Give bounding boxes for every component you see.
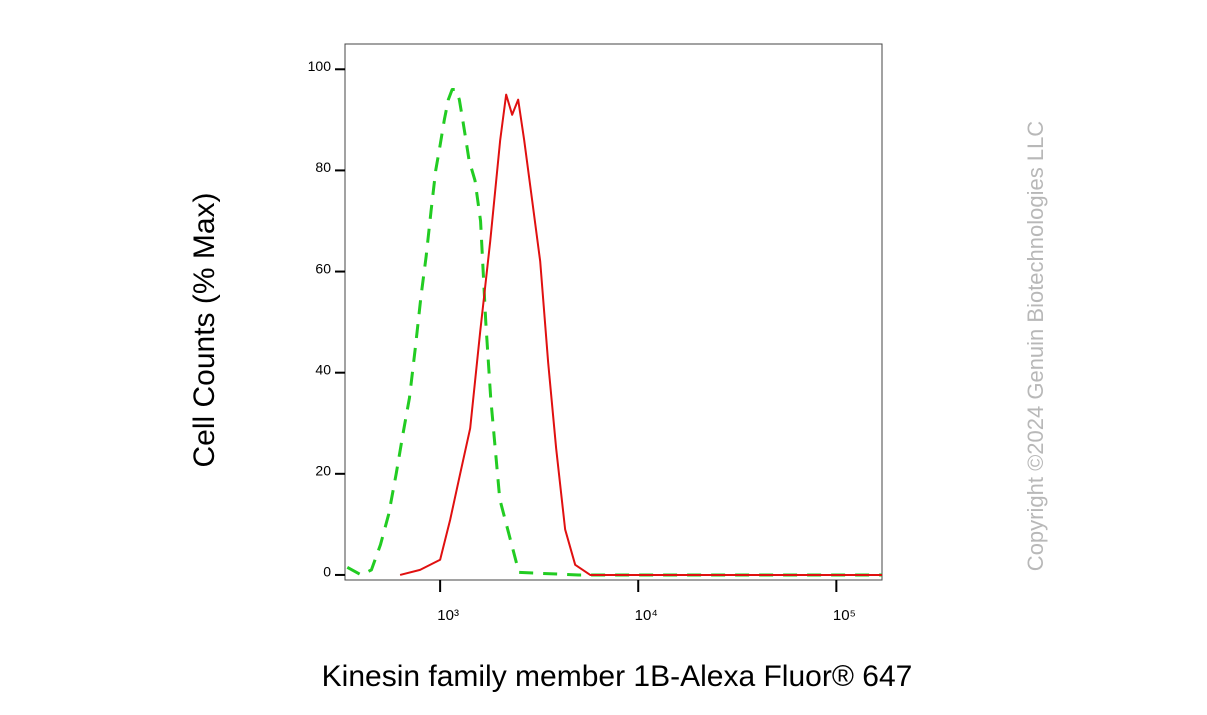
x-tick-label: 10⁵ bbox=[833, 607, 856, 624]
y-tick-label: 100 bbox=[308, 58, 332, 74]
plot-frame bbox=[344, 43, 883, 581]
x-tick-label: 10⁴ bbox=[635, 607, 658, 624]
y-tick-label: 20 bbox=[315, 463, 331, 479]
y-tick-label: 0 bbox=[323, 564, 331, 580]
copyright: Copyright ©2024 Genuin Biotechnologies L… bbox=[1023, 121, 1048, 572]
series-line bbox=[399, 93, 882, 576]
y-tick-label: 60 bbox=[315, 260, 331, 276]
y-tick-label: 80 bbox=[315, 159, 331, 175]
x-tick-label: 10³ bbox=[437, 607, 459, 624]
series-line bbox=[346, 88, 882, 577]
y-axis-label: Cell Counts (% Max) bbox=[188, 192, 221, 467]
x-axis-label: Kinesin family member 1B-Alexa Fluor® 64… bbox=[322, 660, 913, 693]
y-tick-label: 40 bbox=[315, 361, 331, 377]
